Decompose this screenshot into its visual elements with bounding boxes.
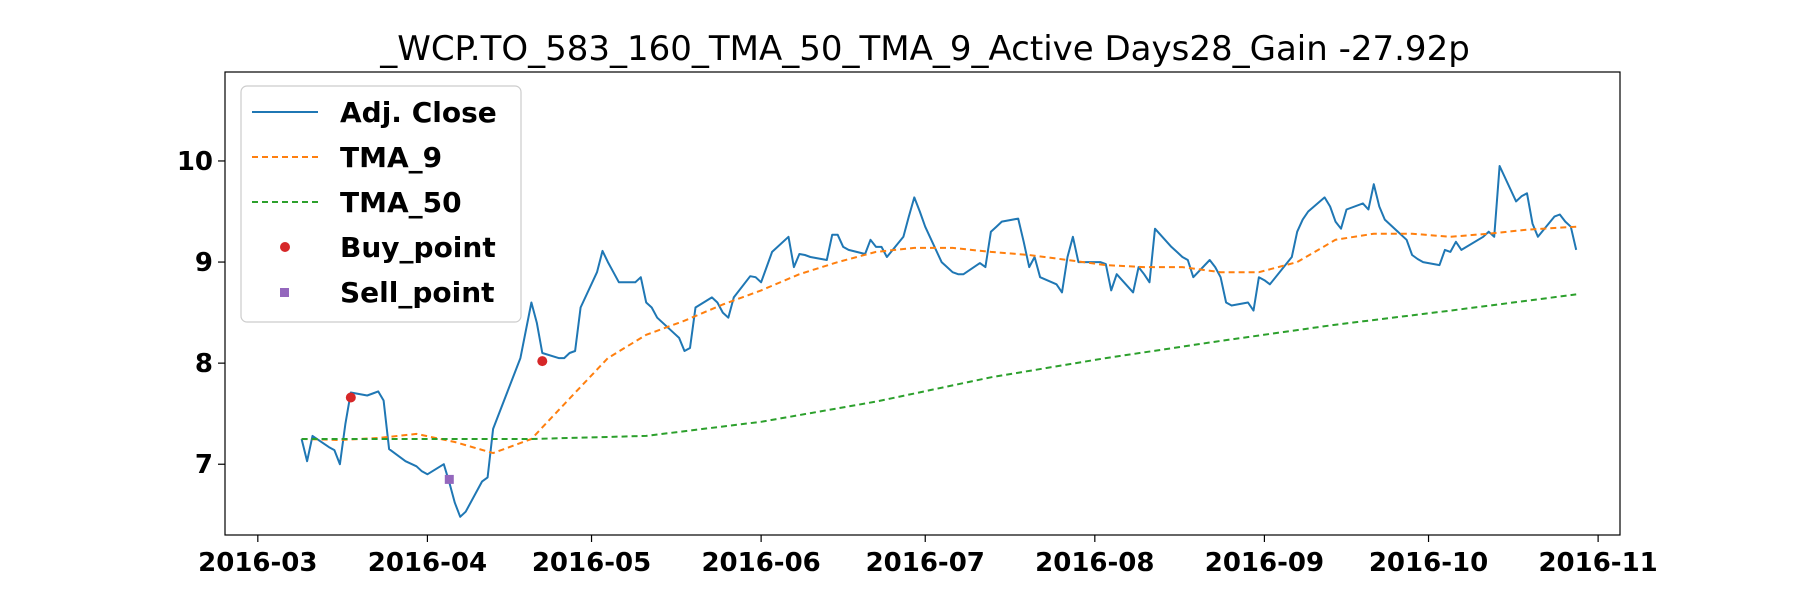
- legend-label-buy-point: Buy_point: [340, 231, 496, 264]
- plot-area-frame: [224, 71, 1621, 536]
- x-tick-label: 2016-09: [1205, 548, 1324, 578]
- buy-point-marker: [537, 356, 548, 367]
- plot-series: [300, 165, 1578, 518]
- x-tick-label: 2016-03: [198, 548, 317, 578]
- x-tick-label: 2016-06: [701, 548, 820, 578]
- legend-label-tma-9: TMA_9: [340, 141, 442, 174]
- y-tick-label: 9: [195, 248, 213, 278]
- plot-markers: [345, 356, 548, 484]
- series-line-adj-close: [300, 165, 1578, 518]
- y-tick-label: 10: [177, 147, 213, 177]
- y-tick-label: 8: [195, 349, 213, 379]
- buy-point-marker: [345, 392, 356, 403]
- legend-label-sell-point: Sell_point: [340, 276, 495, 309]
- legend-label-adj-close: Adj. Close: [340, 96, 497, 129]
- sell-point-marker: [444, 474, 454, 484]
- legend-box: [240, 85, 522, 323]
- y-axis: 7 8 9 10: [177, 147, 225, 480]
- legend: Adj. Close TMA_9 TMA_50 Buy_point Sell_p…: [240, 85, 522, 323]
- x-axis: 2016-03 2016-04 2016-05 2016-06 2016-07 2016-…: [198, 535, 1658, 578]
- legend-label-tma-50: TMA_50: [340, 186, 462, 219]
- x-tick-label: 2016-10: [1369, 548, 1488, 578]
- chart-title: _WCP.TO_583_160_TMA_50_TMA_9_Active Days…: [379, 29, 1470, 69]
- legend-swatch-sell-point: [280, 288, 289, 297]
- series-line-tma-9: [301, 225, 1577, 455]
- series-line-tma-50: [301, 293, 1577, 440]
- x-tick-label: 2016-05: [532, 548, 651, 578]
- x-tick-label: 2016-08: [1035, 548, 1154, 578]
- legend-swatch-buy-point: [280, 242, 290, 252]
- x-tick-label: 2016-07: [866, 548, 985, 578]
- x-tick-label: 2016-04: [368, 548, 487, 578]
- x-tick-label: 2016-11: [1538, 548, 1657, 578]
- y-tick-label: 7: [195, 450, 213, 480]
